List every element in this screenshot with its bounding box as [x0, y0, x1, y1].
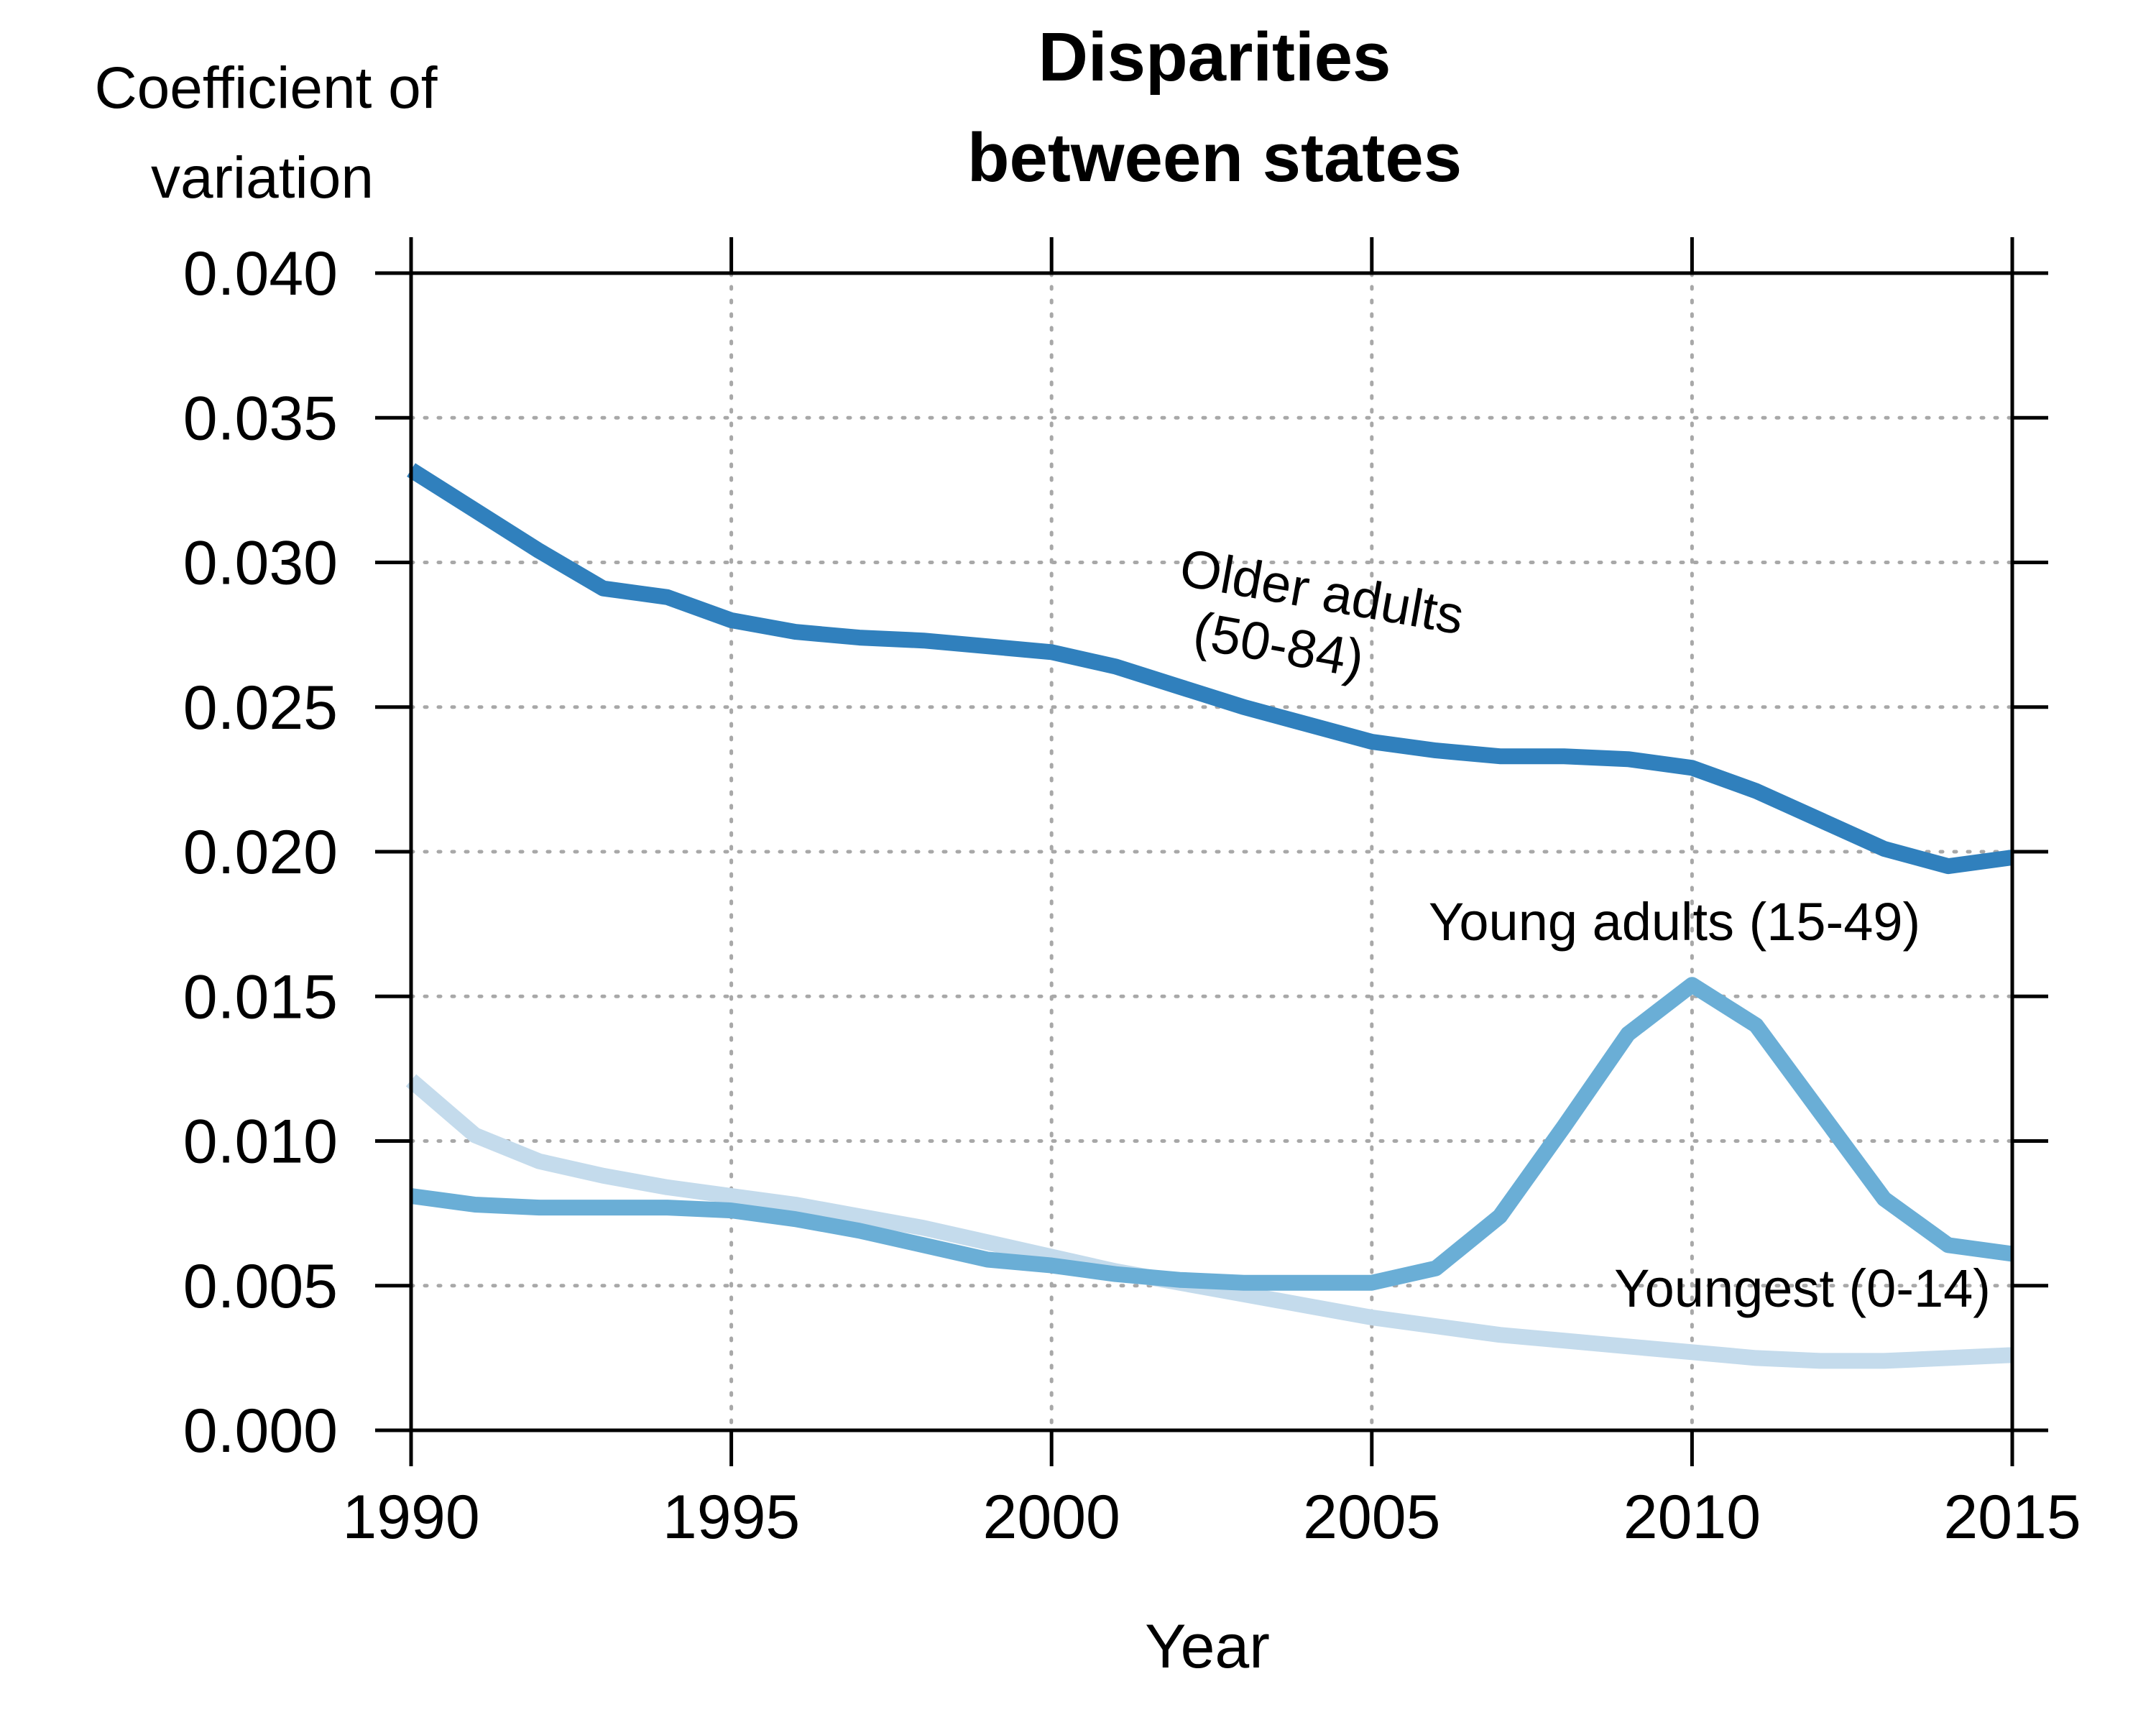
- y-axis-label-line-2: variation: [151, 145, 374, 211]
- x-tick-label: 2015: [1943, 1483, 2081, 1552]
- chart-title-line-2: between states: [967, 119, 1462, 196]
- y-tick-label: 0.005: [183, 1252, 338, 1321]
- series-line-youngest: [405, 1074, 2013, 1369]
- axis-ticks: [375, 237, 2048, 1466]
- x-tick-label: 1995: [663, 1483, 800, 1552]
- x-tick-label: 1990: [342, 1483, 479, 1552]
- y-tick-label: 0.025: [183, 673, 338, 742]
- y-tick-label: 0.010: [183, 1108, 338, 1177]
- x-axis-label: Year: [1145, 1612, 1270, 1681]
- series-lines: [405, 463, 2014, 1369]
- y-axis-label-line-1: Coefficient of: [94, 55, 437, 121]
- y-tick-label: 0.030: [183, 529, 338, 598]
- grid-lines: [409, 271, 2014, 1432]
- annotation-young-adults: Young adults (15-49): [1429, 892, 1920, 952]
- annotation-youngest: Youngest (0-14): [1614, 1259, 1991, 1318]
- y-tick-label: 0.015: [183, 962, 338, 1031]
- y-tick-label: 0.035: [183, 384, 338, 453]
- x-tick-label: 2010: [1623, 1483, 1761, 1552]
- y-tick-label: 0.020: [183, 818, 338, 887]
- tick-labels: 1990 1995 2000 2005 2010 2015 0.000 0.005 0.010 0…: [183, 239, 2081, 1552]
- chart-title-line-1: Disparities: [1038, 19, 1391, 96]
- series-line-older_adults: [407, 463, 2014, 875]
- plot-frame: [409, 271, 2014, 1432]
- x-tick-label: 2005: [1303, 1483, 1440, 1552]
- series-line-young_adults: [410, 977, 2014, 1291]
- x-tick-label: 2000: [983, 1483, 1120, 1552]
- y-tick-label: 0.040: [183, 239, 338, 308]
- y-tick-label: 0.000: [183, 1397, 338, 1466]
